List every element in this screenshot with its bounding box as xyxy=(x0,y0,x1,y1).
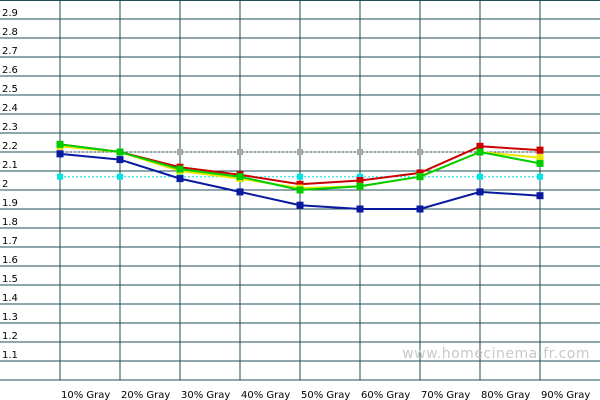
data-point-green xyxy=(56,140,64,148)
data-point-blue xyxy=(536,192,544,200)
data-point-red xyxy=(416,169,424,177)
data-point-red xyxy=(476,142,484,150)
y-tick-label: 1.8 xyxy=(2,217,18,228)
y-tick-label: 1.3 xyxy=(2,312,18,323)
x-tick-label: 20% Gray xyxy=(121,390,170,400)
y-tick-label: 2.7 xyxy=(2,46,18,57)
data-point-blue xyxy=(116,156,124,164)
data-point-green xyxy=(476,148,484,156)
reference-marker xyxy=(537,173,543,180)
data-point-red xyxy=(296,180,304,188)
data-point-blue xyxy=(236,188,244,196)
x-tick-label: 30% Gray xyxy=(181,390,230,400)
data-point-blue xyxy=(296,201,304,209)
y-tick-label: 1.1 xyxy=(2,350,18,361)
y-tick-label: 2.2 xyxy=(2,141,18,152)
reference-marker xyxy=(477,173,483,180)
y-tick-label: 1.6 xyxy=(2,255,18,266)
y-tick-label: 2.1 xyxy=(2,160,18,171)
data-point-blue xyxy=(476,188,484,196)
data-point-blue xyxy=(176,175,184,183)
reference-marker xyxy=(57,173,63,180)
reference-marker xyxy=(357,173,363,180)
reference-marker xyxy=(297,149,303,155)
y-tick-label: 1.5 xyxy=(2,274,18,285)
data-point-green xyxy=(416,173,424,181)
data-point-green xyxy=(356,182,364,190)
y-tick-label: 2.8 xyxy=(2,27,18,38)
y-tick-label: 2.9 xyxy=(2,8,18,19)
y-axis-tick-labels: 1.1 1.2 1.3 1.4 1.5 1.6 1.7 1.8 1.9 2 2.1 2.2 2.3 2.4… xyxy=(2,8,18,361)
watermark: www.homecinema-fr.com xyxy=(402,346,590,362)
y-tick-label: 2.5 xyxy=(2,84,18,95)
data-point-blue xyxy=(56,150,64,158)
y-tick-label: 2 xyxy=(2,179,8,190)
x-tick-label: 90% Gray xyxy=(541,390,590,400)
data-point-green xyxy=(536,159,544,167)
reference-marker xyxy=(417,149,423,155)
data-point-blue xyxy=(356,205,364,213)
data-point-red xyxy=(356,177,364,184)
x-tick-label: 40% Gray xyxy=(241,390,290,400)
y-tick-label: 2.6 xyxy=(2,65,18,76)
y-tick-label: 1.7 xyxy=(2,236,18,247)
y-tick-label: 2.4 xyxy=(2,103,18,114)
data-point-red xyxy=(536,146,544,154)
reference-marker xyxy=(177,149,183,155)
y-tick-label: 2.3 xyxy=(2,122,18,133)
y-tick-label: 1.4 xyxy=(2,293,18,304)
data-point-yellow xyxy=(536,154,544,162)
data-point-green xyxy=(116,148,124,156)
y-tick-label: 1.2 xyxy=(2,331,18,342)
data-point-green xyxy=(176,165,184,173)
y-tick-label: 1.9 xyxy=(2,198,18,209)
x-tick-label: 10% Gray xyxy=(61,390,110,400)
reference-marker xyxy=(117,173,123,180)
reference-marker xyxy=(357,149,363,155)
reference-marker xyxy=(297,173,303,180)
data-point-blue xyxy=(416,205,424,213)
x-tick-label: 80% Gray xyxy=(481,390,530,400)
data-point-green xyxy=(236,173,244,181)
x-tick-label: 70% Gray xyxy=(421,390,470,400)
x-axis-tick-labels: 10% Gray 20% Gray 30% Gray 40% Gray 50% Gray… xyxy=(61,390,590,400)
series-group xyxy=(56,140,544,213)
x-tick-label: 50% Gray xyxy=(301,390,350,400)
reference-marker xyxy=(237,149,243,155)
x-tick-label: 60% Gray xyxy=(361,390,410,400)
data-point-green xyxy=(296,186,304,194)
